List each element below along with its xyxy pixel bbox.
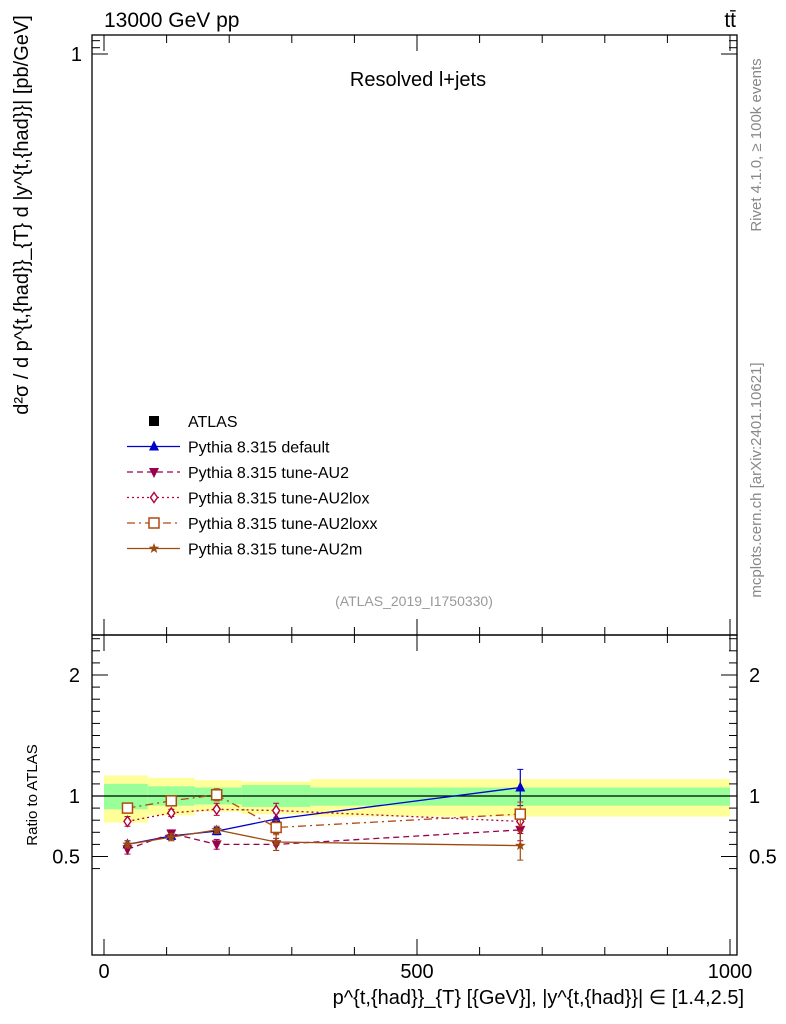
x-tick-label: 1000 (708, 961, 753, 983)
legend-pythia-8-315-tune-au2loxx-marker-0 (148, 517, 160, 529)
ratio-pythia-8-315-tune-au2loxx-marker-0 (121, 802, 134, 814)
x-tick-label: 500 (400, 961, 433, 983)
legend-pythia-8-315-default-marker-0 (149, 440, 159, 451)
ratio-axis-ticks: 0.5 0.5 1 1 2 2 0 500 1000 (52, 635, 777, 983)
ratio-pythia-8-315-tune-au2m (122, 824, 526, 861)
legend-pythia-8-315-tune-au2lox: Pythia 8.315 tune-AU2lox (127, 491, 369, 508)
legend-pythia-8-315-tune-au2loxx: Pythia 8.315 tune-AU2loxx (127, 516, 377, 533)
legend-pythia-8-315-tune-au2m: Pythia 8.315 tune-AU2m (127, 542, 362, 559)
legend: ATLAS Pythia 8.315 default Pythia 8.315 tu… (127, 414, 377, 559)
ratio-pythia-8-315-tune-au2lox-marker-1 (166, 806, 176, 820)
ratio-pythia-8-315-tune-au2m-marker-4 (515, 840, 526, 851)
ratio-pythia-8-315-tune-au2loxx-marker-3 (270, 821, 282, 834)
legend-atlas-label: ATLAS (188, 414, 238, 431)
ratio-frame (91, 634, 738, 956)
ratio-pythia-8-315-tune-au2m-marker-0 (122, 838, 133, 849)
legend-pythia-8-315-tune-au2-label: Pythia 8.315 tune-AU2 (188, 465, 349, 482)
x-axis-label: p^{t,{had}}_{T} [{GeV}], |y^{t,{had}}| ∈… (333, 987, 744, 1009)
ratio-pythia-8-315-tune-au2lox-marker-0 (123, 815, 132, 828)
legend-pythia-8-315-default-label: Pythia 8.315 default (188, 440, 330, 457)
ratio-series (121, 768, 527, 861)
ratio-y-tick-label-right: 2 (749, 665, 760, 687)
legend-atlas-marker-0 (149, 416, 159, 426)
ratio-pythia-8-315-tune-au2loxx (121, 788, 527, 836)
main-y-label: d²σ / d p^{t,{had}}_{T} d |y^{t,{had}}| … (11, 15, 33, 415)
ratio-pythia-8-315-tune-au2m-marker-1 (166, 831, 177, 842)
ratio-pythia-8-315-tune-au2loxx-marker-2 (210, 789, 223, 801)
analysis-watermark: (ATLAS_2019_I1750330) (335, 593, 493, 609)
ratio-y-tick-label: 0.5 (52, 847, 80, 869)
main-y-ticks: 110⁻¹10⁻²10⁻³10⁻⁴ (71, 35, 737, 635)
legend-pythia-8-315-tune-au2: Pythia 8.315 tune-AU2 (127, 465, 349, 482)
ratio-pythia-8-315-tune-au2lox-marker-2 (212, 803, 222, 816)
ratio-y-tick-label-right: 1 (749, 786, 760, 808)
ratio-pythia-8-315-tune-au2lox-marker-3 (271, 804, 281, 817)
ratio-pythia-8-315-tune-au2-marker-2 (211, 840, 222, 851)
legend-pythia-8-315-tune-au2loxx-label: Pythia 8.315 tune-AU2loxx (188, 516, 377, 533)
ratio-pythia-8-315-tune-au2loxx-marker-1 (165, 795, 178, 807)
main-y-tick-label: 1 (71, 44, 82, 66)
ratio-pythia-8-315-default-marker-4 (515, 781, 526, 792)
ratio-pythia-8-315-tune-au2loxx-marker-4 (514, 808, 527, 820)
ratio-y-tick-label: 2 (69, 665, 80, 687)
legend-pythia-8-315-tune-au2m-label: Pythia 8.315 tune-AU2m (188, 542, 362, 559)
legend-pythia-8-315-tune-au2m-marker-0 (148, 543, 160, 553)
ratio-pythia-8-315-tune-au2m-marker-2 (211, 824, 222, 835)
ratio-y-tick-label-right: 0.5 (749, 847, 777, 869)
ratio-pythia-8-315-tune-au2m-marker-3 (270, 836, 282, 847)
legend-pythia-8-315-tune-au2lox-marker-0 (149, 491, 159, 504)
header-left: 13000 GeV pp (104, 9, 239, 32)
legend-pythia-8-315-default: Pythia 8.315 default (127, 440, 330, 457)
ratio-y-label: Ratio to ATLAS (24, 744, 41, 845)
ratio-y-tick-label: 1 (69, 786, 80, 808)
legend-pythia-8-315-tune-au2lox-label: Pythia 8.315 tune-AU2lox (188, 491, 369, 508)
ratio-plot: 0.5 0.5 1 1 2 2 0 500 1000 (52, 634, 777, 983)
mcplots-source-label: mcplots.cern.ch [arXiv:2401.10621] (748, 362, 765, 597)
legend-atlas: ATLAS (149, 414, 238, 431)
x-tick-label: 0 (98, 961, 109, 983)
main-plot: 110⁻¹10⁻²10⁻³10⁻⁴ Resolved l+jets (ATLAS… (71, 34, 738, 636)
legend-pythia-8-315-tune-au2-marker-0 (149, 468, 159, 478)
header-right: tt̄ (724, 9, 736, 32)
plot-title: Resolved l+jets (350, 69, 486, 91)
rivet-version-label: Rivet 4.1.0, ≥ 100k events (748, 58, 765, 231)
